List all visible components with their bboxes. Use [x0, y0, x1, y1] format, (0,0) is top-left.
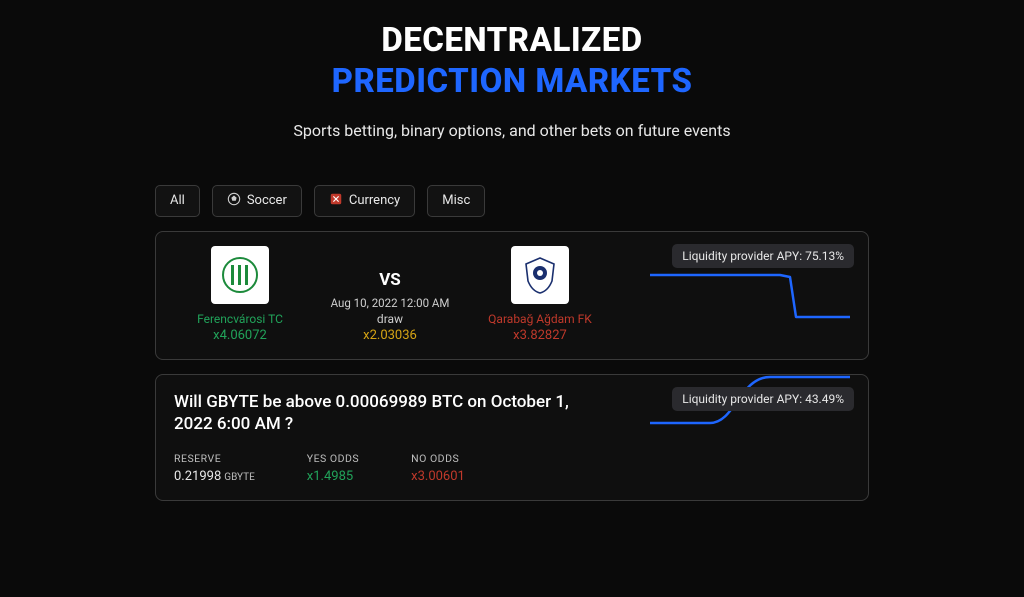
no-label: NO ODDS [411, 452, 465, 465]
tab-all[interactable]: All [155, 185, 200, 217]
draw-odds: x2.03036 [306, 328, 474, 343]
team-b[interactable]: Qarabağ Ağdam FK x3.82827 [474, 246, 606, 343]
stat-yes: YES ODDS x1.4985 [307, 452, 359, 484]
team-a-name: Ferencvárosi TC [174, 312, 306, 326]
yes-value: x1.4985 [307, 469, 359, 484]
reserve-amount: 0.21998 [174, 469, 221, 484]
tab-misc-label: Misc [442, 193, 470, 208]
team-a-logo [211, 246, 269, 304]
soccer-ball-icon [227, 192, 241, 210]
stat-no: NO ODDS x3.00601 [411, 452, 465, 484]
category-tabs: All Soccer Currency Misc [155, 185, 869, 217]
match-date: Aug 10, 2022 12:00 AM [306, 296, 474, 310]
apy-badge: Liquidity provider APY: 43.49% [672, 387, 854, 411]
tab-all-label: All [170, 193, 185, 208]
hero-subtitle: Sports betting, binary options, and othe… [155, 121, 869, 140]
tab-currency[interactable]: Currency [314, 185, 415, 217]
chart-line [650, 275, 850, 317]
apy-badge: Liquidity provider APY: 75.13% [672, 244, 854, 268]
hero-title-line1: DECENTRALIZED [155, 20, 869, 61]
match-center: VS Aug 10, 2022 12:00 AM draw x2.03036 [306, 270, 474, 343]
market-question: Will GBYTE be above 0.00069989 BTC on Oc… [174, 391, 594, 437]
reserve-label: RESERVE [174, 452, 255, 465]
liquidity-chart [650, 257, 850, 331]
tab-currency-label: Currency [349, 193, 400, 208]
yes-label: YES ODDS [307, 452, 359, 465]
stat-reserve: RESERVE 0.21998GBYTE [174, 452, 255, 484]
hero-title: DECENTRALIZED PREDICTION MARKETS [155, 20, 869, 103]
currency-icon [329, 192, 343, 210]
tab-soccer[interactable]: Soccer [212, 185, 302, 217]
team-a[interactable]: Ferencvárosi TC x4.06072 [174, 246, 306, 343]
market-card-currency[interactable]: Liquidity provider APY: 43.49% Will GBYT… [155, 374, 869, 502]
vs-label: VS [306, 270, 474, 290]
stats-row: RESERVE 0.21998GBYTE YES ODDS x1.4985 NO… [174, 452, 594, 484]
reserve-value: 0.21998GBYTE [174, 469, 255, 484]
hero-title-line2: PREDICTION MARKETS [155, 61, 869, 102]
team-b-odds: x3.82827 [474, 328, 606, 343]
no-value: x3.00601 [411, 469, 465, 484]
market-card-soccer[interactable]: Liquidity provider APY: 75.13% Ferencvár… [155, 231, 869, 360]
tab-soccer-label: Soccer [247, 193, 287, 208]
tab-misc[interactable]: Misc [427, 185, 485, 217]
draw-label: draw [306, 312, 474, 326]
team-a-odds: x4.06072 [174, 328, 306, 343]
reserve-unit: GBYTE [224, 472, 255, 483]
team-b-name: Qarabağ Ağdam FK [474, 312, 606, 326]
team-b-logo [511, 246, 569, 304]
